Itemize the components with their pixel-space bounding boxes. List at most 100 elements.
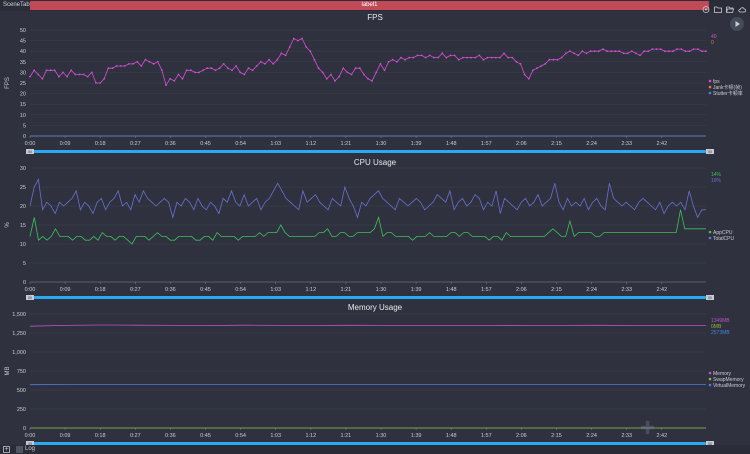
range-slider-right-handle[interactable]	[706, 441, 714, 446]
data-point	[375, 71, 378, 74]
data-point	[461, 56, 464, 59]
cloud-icon[interactable]	[738, 1, 747, 13]
data-point	[630, 50, 633, 53]
x-tick-label: 1:39	[411, 141, 422, 147]
x-tick-label: 1:21	[341, 433, 352, 439]
data-point	[577, 54, 580, 57]
data-point	[593, 50, 596, 53]
data-point	[589, 50, 592, 53]
data-point	[428, 54, 431, 57]
data-point	[602, 48, 604, 50]
legend-label: Memory	[713, 371, 732, 377]
range-slider-right-label: 00	[708, 442, 712, 446]
range-slider-left-label: 00	[28, 150, 32, 154]
data-point	[140, 65, 143, 67]
legend-label: TotalCPU	[713, 236, 735, 242]
data-point	[33, 69, 35, 72]
data-point	[127, 63, 130, 65]
toolbar-icons	[702, 1, 747, 13]
log-checkbox[interactable]	[16, 446, 23, 453]
data-point	[503, 52, 505, 55]
legend-marker[interactable]	[708, 79, 712, 83]
x-tick-label: 2:42	[656, 141, 667, 147]
y-tick-label: 10	[20, 113, 26, 119]
legend-marker[interactable]	[708, 230, 712, 234]
tab-scene[interactable]: SceneTab	[3, 2, 30, 8]
data-point	[560, 56, 563, 59]
legend-label: Jank卡顿(帧)	[713, 84, 742, 91]
range-slider-track[interactable]	[30, 150, 706, 153]
data-point	[210, 67, 213, 70]
data-point	[445, 56, 448, 59]
y-tick-label: 5	[23, 261, 26, 267]
data-point	[371, 80, 373, 82]
legend-marker[interactable]	[708, 236, 712, 240]
range-slider-left-handle[interactable]	[26, 295, 34, 300]
data-point	[243, 73, 246, 76]
tab-label1[interactable]: label1	[30, 1, 709, 10]
x-tick-label: 0:54	[235, 141, 246, 147]
data-point	[659, 48, 662, 50]
legend-marker[interactable]	[708, 383, 712, 387]
y-tick-label: 10	[20, 242, 26, 248]
data-point	[540, 65, 542, 67]
range-slider-track[interactable]	[30, 442, 706, 445]
data-point	[95, 82, 97, 84]
legend-marker[interactable]	[708, 371, 712, 375]
data-point	[45, 69, 48, 72]
bottom-bar: + Log	[0, 445, 750, 454]
add-icon[interactable]: +	[3, 446, 10, 453]
y-tick-label: 0	[23, 280, 26, 286]
x-tick-label: 0:27	[130, 141, 141, 147]
data-point	[585, 52, 588, 55]
data-point	[251, 69, 254, 72]
data-point	[202, 69, 205, 72]
x-tick-label: 0:45	[200, 433, 211, 439]
x-tick-label: 2:33	[621, 141, 632, 147]
data-point	[115, 65, 118, 67]
data-point	[680, 48, 683, 50]
legend-marker[interactable]	[708, 377, 712, 381]
data-point	[321, 71, 324, 74]
legend-label: Stutter卡顿率	[713, 90, 743, 97]
data-point	[29, 75, 31, 78]
y-tick-label: 30	[20, 166, 26, 172]
data-point	[474, 56, 477, 59]
data-point	[684, 50, 687, 53]
x-tick-label: 1:21	[341, 141, 352, 147]
data-point	[470, 56, 472, 59]
y-tick-label: 500	[17, 388, 26, 394]
range-slider-left-handle[interactable]	[26, 441, 34, 446]
range-slider-track[interactable]	[30, 296, 706, 299]
legend-label: SwapMemory	[713, 377, 744, 383]
data-point	[41, 77, 44, 80]
y-tick-label: 40	[20, 49, 26, 55]
log-label: Log	[25, 446, 36, 452]
x-tick-label: 2:24	[586, 287, 597, 293]
x-tick-label: 0:54	[235, 433, 246, 439]
x-tick-label: 1:48	[446, 433, 457, 439]
x-tick-label: 2:06	[516, 287, 527, 293]
folder-open-icon[interactable]	[726, 1, 735, 13]
folder-icon[interactable]	[714, 1, 722, 13]
x-tick-label: 0:09	[60, 141, 71, 147]
data-point	[231, 69, 233, 72]
play-button[interactable]	[730, 17, 744, 31]
data-point	[161, 69, 163, 72]
legend-marker[interactable]	[708, 91, 712, 95]
range-slider-right-handle[interactable]	[706, 149, 714, 154]
legend-marker[interactable]	[708, 85, 712, 89]
data-point	[148, 60, 151, 63]
y-tick-label: 750	[17, 369, 26, 375]
legend-label: AppCPU	[713, 230, 733, 236]
x-tick-label: 0:00	[25, 141, 36, 147]
data-point	[284, 54, 287, 57]
chart-title: Memory Usage	[348, 303, 403, 312]
y-tick-label: 0	[23, 426, 26, 432]
target-icon[interactable]	[702, 1, 710, 13]
range-slider-right-handle[interactable]	[706, 295, 714, 300]
range-slider-left-handle[interactable]	[26, 149, 34, 154]
data-point	[194, 71, 196, 74]
chart-title: CPU Usage	[354, 158, 397, 167]
data-point	[412, 56, 415, 59]
